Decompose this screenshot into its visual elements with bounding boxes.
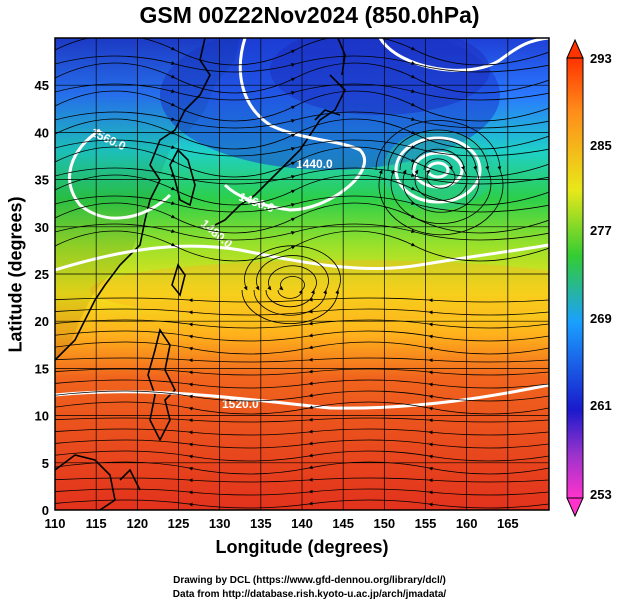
streamline	[55, 167, 549, 185]
x-tick-label: 165	[497, 516, 519, 531]
y-tick-label: 40	[35, 125, 49, 140]
credit-drawing: Drawing by DCL (https://www.gfd-dennou.o…	[173, 575, 446, 586]
y-tick-label: 0	[42, 503, 49, 518]
x-tick-label: 140	[291, 516, 313, 531]
y-tick-label: 20	[35, 314, 49, 329]
streamline	[55, 450, 549, 462]
streamline	[55, 111, 549, 129]
contour-label: 1520.0	[222, 397, 259, 411]
x-tick-label: 160	[456, 516, 478, 531]
streamline	[55, 330, 549, 342]
x-tick-label: 110	[45, 516, 66, 531]
streamline	[399, 139, 480, 213]
y-tick-label: 45	[35, 78, 49, 93]
colorbar-label: 253	[590, 487, 612, 502]
x-tick-label: 115	[86, 516, 107, 531]
streamline	[387, 129, 492, 224]
streamline	[55, 319, 549, 329]
y-tick-label: 35	[35, 173, 49, 188]
plot-frame	[54, 37, 550, 511]
credit-data: Data from http://database.rish.kyoto-u.a…	[172, 589, 447, 600]
y-axis-label: Latitude (degrees)	[5, 196, 26, 353]
streamline	[55, 368, 549, 376]
y-tick-label: 10	[35, 409, 49, 424]
streamline	[55, 357, 549, 363]
colorbar: 293 285 277 269 261 253	[566, 38, 612, 518]
colorbar-min-arrow	[566, 497, 584, 518]
x-tick-label: 145	[332, 516, 354, 531]
streamline	[55, 139, 549, 157]
x-axis-ticks: 110 115 120 125 130 135 140 145 150 155 160 165	[45, 516, 519, 531]
x-tick-label: 155	[415, 516, 437, 531]
streamline	[55, 341, 549, 355]
x-tick-label: 150	[373, 516, 395, 531]
y-axis-ticks: 0 5 10 15 20 25 30 35 40 45	[35, 78, 49, 518]
streamline	[253, 255, 329, 316]
x-tick-label: 125	[168, 516, 190, 531]
colorbar-label: 293	[590, 51, 612, 66]
colorbar-label: 285	[590, 138, 612, 153]
colorbar-max-arrow	[566, 38, 584, 59]
x-tick-label: 120	[126, 516, 148, 531]
x-tick-label: 130	[209, 516, 231, 531]
streamline	[55, 477, 549, 483]
streamline	[55, 439, 549, 449]
y-tick-label: 30	[35, 220, 49, 235]
streamline	[55, 308, 549, 316]
chart-title: GSM 00Z22Nov2024 (850.0hPa)	[139, 2, 480, 28]
wind-streamlines	[55, 38, 549, 509]
streamline	[423, 158, 456, 189]
y-tick-label: 15	[35, 361, 49, 376]
streamline	[55, 223, 549, 241]
y-tick-label: 25	[35, 267, 49, 282]
streamline	[55, 390, 549, 402]
streamline	[55, 417, 549, 423]
colorbar-label: 261	[590, 398, 612, 413]
colorbar-label: 269	[590, 311, 612, 326]
streamline	[241, 245, 341, 324]
colorbar-label: 277	[590, 223, 612, 238]
x-tick-label: 135	[250, 516, 272, 531]
streamline	[55, 401, 549, 415]
streamline	[55, 428, 549, 436]
y-tick-label: 5	[42, 456, 49, 471]
streamline	[55, 488, 549, 496]
x-axis-label: Longitude (degrees)	[215, 537, 389, 557]
streamline	[55, 55, 549, 73]
streamline	[375, 120, 504, 236]
streamline	[55, 379, 549, 389]
streamline	[55, 499, 549, 509]
